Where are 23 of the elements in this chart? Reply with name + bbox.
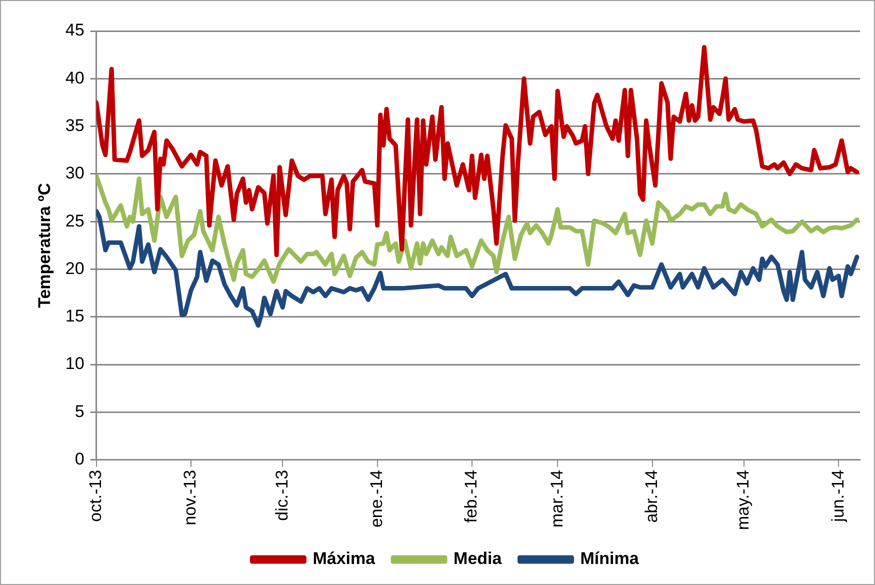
y-tick-label: 0	[74, 450, 84, 469]
legend-label: Media	[454, 549, 502, 568]
x-tick-label: abr.-14	[642, 470, 661, 523]
y-tick-label: 30	[65, 164, 84, 183]
y-tick-label: 5	[74, 402, 84, 421]
legend-label: Máxima	[312, 549, 376, 568]
x-tick-label: oct.-13	[86, 470, 105, 522]
x-tick-label: dic.-13	[272, 470, 292, 521]
x-tick-label: mar.-14	[547, 470, 566, 528]
legend-label: Mínima	[580, 549, 640, 568]
x-tick-label: jun.-14	[828, 470, 848, 523]
x-tick-label: ene.-14	[367, 470, 386, 528]
y-tick-label: 20	[65, 258, 84, 278]
y-tick-label: 10	[65, 354, 84, 374]
y-tick-label: 15	[65, 306, 84, 326]
x-tick-label: nov.-13	[180, 470, 200, 526]
y-tick-label: 35	[65, 116, 84, 135]
x-tick-label: may.-14	[734, 470, 753, 530]
x-tick-label: feb.-14	[462, 470, 481, 523]
y-tick-label: 40	[65, 68, 84, 88]
y-axis-title: Temperatura ºC	[34, 182, 54, 308]
y-tick-label: 25	[65, 211, 84, 230]
y-tick-label: 45	[65, 20, 84, 40]
